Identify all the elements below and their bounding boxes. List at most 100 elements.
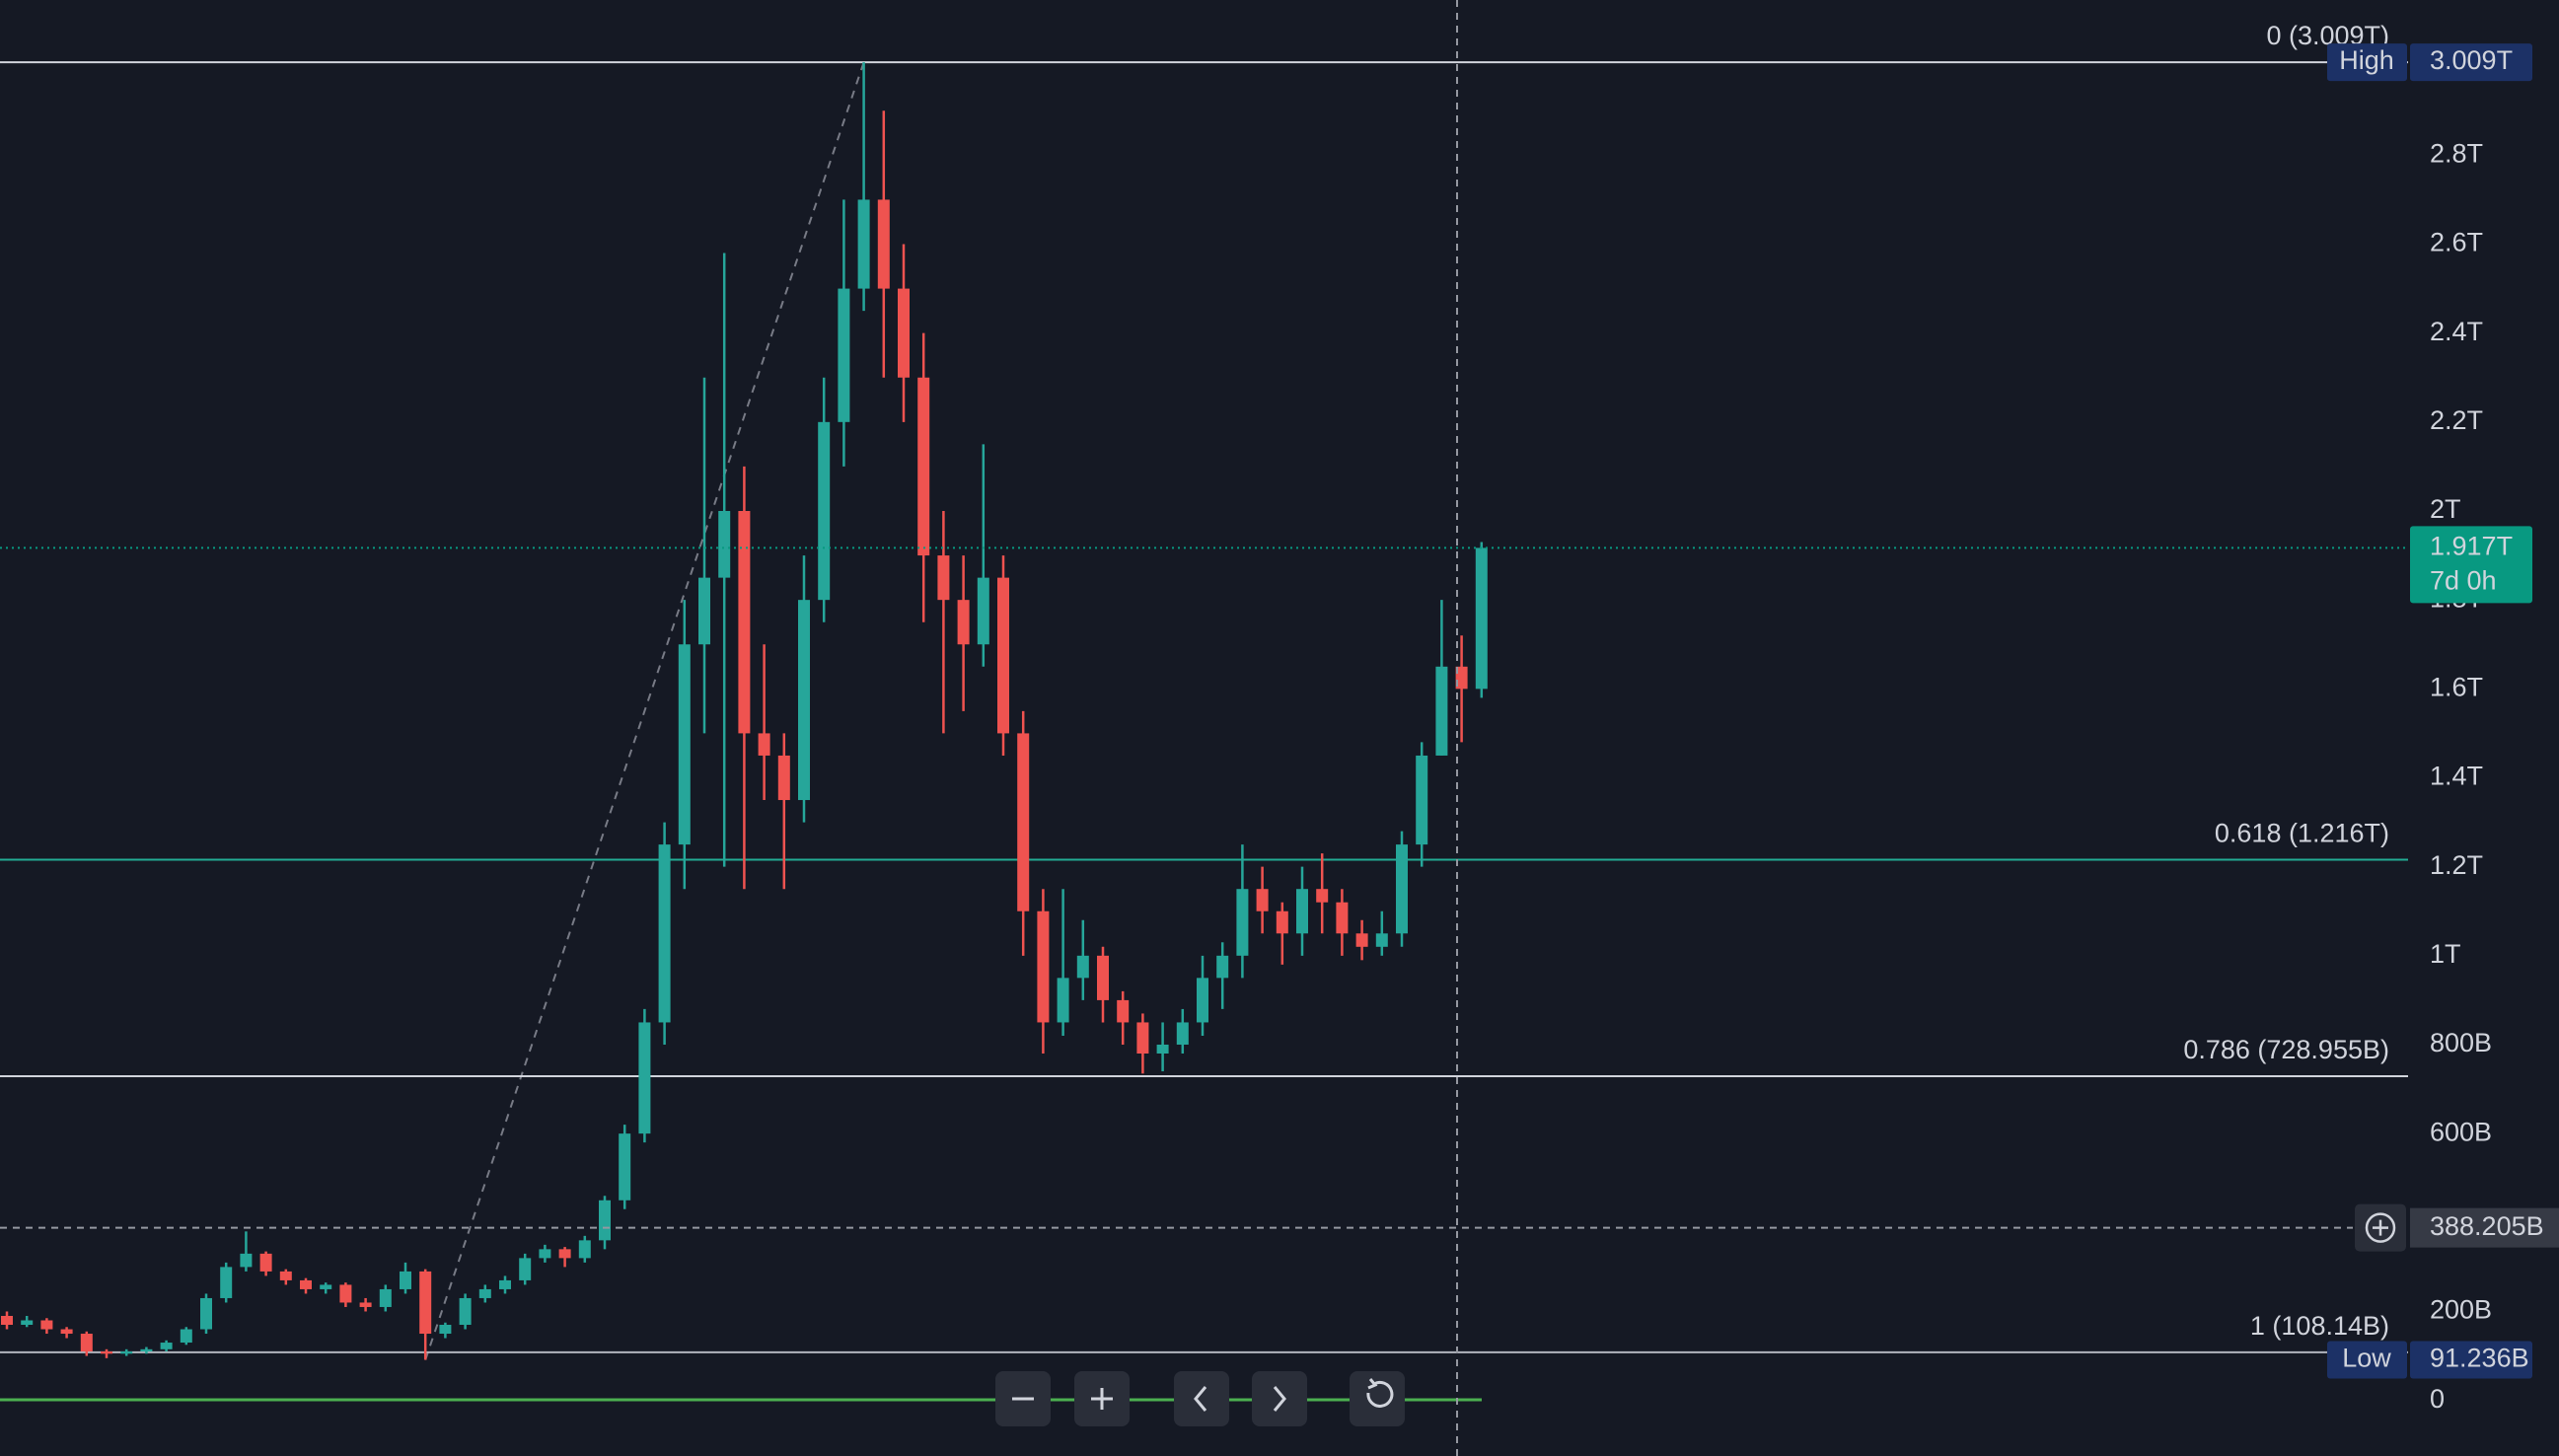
marker-value: 3.009T xyxy=(2430,45,2513,75)
y-tick-label: 2.2T xyxy=(2430,405,2483,435)
marker-name-badge xyxy=(2327,1341,2407,1379)
candle-body xyxy=(1197,978,1208,1023)
candle-body xyxy=(419,1271,432,1335)
candle-body xyxy=(1435,666,1448,756)
candle-body xyxy=(1375,933,1388,947)
candle-body xyxy=(658,844,671,1023)
y-tick-label: 200B xyxy=(2430,1295,2492,1325)
candle-body xyxy=(997,577,1009,734)
candle-body xyxy=(1076,955,1089,979)
candle-body xyxy=(459,1297,472,1326)
candle-body xyxy=(578,1240,591,1259)
candle-body xyxy=(80,1334,93,1352)
y-tick-label: 0 xyxy=(2430,1384,2445,1414)
candle-body xyxy=(957,600,970,645)
candle-body xyxy=(320,1284,332,1289)
marker-name-badge xyxy=(2327,43,2407,82)
candle-body xyxy=(877,199,890,289)
candle-body xyxy=(240,1253,253,1268)
crosshair-badge xyxy=(2410,1207,2559,1248)
candle-body xyxy=(777,755,790,801)
candle-body xyxy=(1,1315,13,1326)
trend-line xyxy=(424,61,865,1360)
candle-body xyxy=(1455,666,1468,690)
marker-value-badge xyxy=(2410,43,2532,82)
candle-body xyxy=(359,1302,372,1307)
candle-body xyxy=(1416,755,1428,845)
candle-body xyxy=(818,421,831,601)
y-tick-label: 2.4T xyxy=(2430,317,2483,346)
scroll-right-button[interactable] xyxy=(1252,1371,1307,1426)
candle-body xyxy=(300,1279,312,1289)
candle-body xyxy=(917,377,930,556)
candle-body xyxy=(339,1284,352,1303)
candle-body xyxy=(898,288,910,378)
candle-body xyxy=(678,644,691,845)
zoom-in-button[interactable] xyxy=(1074,1371,1130,1426)
candle-body xyxy=(180,1329,192,1344)
crosshair-label: 388.205B xyxy=(2430,1211,2544,1241)
last-price-label: 1.917T xyxy=(2430,532,2513,561)
crosshair-add-icon xyxy=(2365,1212,2396,1243)
candle-body xyxy=(758,733,770,756)
candle-body xyxy=(539,1249,551,1259)
plot xyxy=(0,61,2408,1360)
y-tick-label: 1T xyxy=(2430,939,2461,969)
candle-body xyxy=(1355,933,1368,947)
fib-label: 0.618 (1.216T) xyxy=(2215,819,2389,848)
candle-body xyxy=(439,1325,452,1335)
y-tick-label: 1.6T xyxy=(2430,672,2483,701)
candle-body xyxy=(21,1320,34,1326)
y-tick-label: 2.8T xyxy=(2430,138,2483,168)
candle-body xyxy=(1296,889,1308,934)
reset-button[interactable] xyxy=(1350,1371,1405,1426)
candle-body xyxy=(400,1271,411,1289)
candle-body xyxy=(857,199,870,289)
marker-name: Low xyxy=(2342,1344,2391,1373)
y-tick-label: 2T xyxy=(2430,494,2461,524)
candle-body xyxy=(619,1133,631,1201)
candle-body xyxy=(1216,955,1229,979)
candle-body xyxy=(1396,844,1408,934)
candle-body xyxy=(519,1258,532,1280)
fib-label: 0.786 (728.955B) xyxy=(2183,1035,2389,1064)
candle-body xyxy=(599,1200,611,1241)
candle-body xyxy=(60,1329,73,1335)
marker-value: 91.236B xyxy=(2430,1344,2529,1373)
fib-label: 1 (108.14B) xyxy=(2250,1311,2389,1341)
candle-body xyxy=(1276,910,1288,934)
candle-body xyxy=(220,1267,233,1298)
candle-body xyxy=(698,577,710,645)
zoom-out-button[interactable] xyxy=(995,1371,1051,1426)
candle-body xyxy=(379,1288,392,1307)
toolbar xyxy=(995,1371,1405,1426)
candle-body xyxy=(101,1351,112,1354)
candle-body xyxy=(1236,889,1249,956)
y-tick-label: 1.2T xyxy=(2430,850,2483,880)
countdown-label: 7d 0h xyxy=(2430,566,2497,596)
candle-body xyxy=(259,1253,272,1272)
candle-body xyxy=(120,1351,133,1354)
candle-body xyxy=(937,555,950,601)
candle-body xyxy=(279,1271,292,1280)
y-tick-label: 1.4T xyxy=(2430,762,2483,791)
candle-body xyxy=(1017,733,1030,911)
candle-body xyxy=(499,1279,511,1289)
candle-body xyxy=(638,1022,651,1134)
candle-body xyxy=(718,510,731,578)
crosshair-add-icon xyxy=(2373,1219,2388,1236)
scroll-left-button[interactable] xyxy=(1174,1371,1229,1426)
candle-body xyxy=(1256,889,1269,911)
candle-body xyxy=(558,1249,571,1259)
candle-body xyxy=(798,600,810,801)
marker-name: High xyxy=(2339,45,2394,75)
candle-body xyxy=(1336,902,1349,934)
candle-body xyxy=(200,1297,212,1330)
last-price-badge xyxy=(2410,526,2532,604)
candle-body xyxy=(1057,978,1069,1023)
candle-body xyxy=(478,1288,491,1298)
y-tick-label: 600B xyxy=(2430,1117,2492,1146)
